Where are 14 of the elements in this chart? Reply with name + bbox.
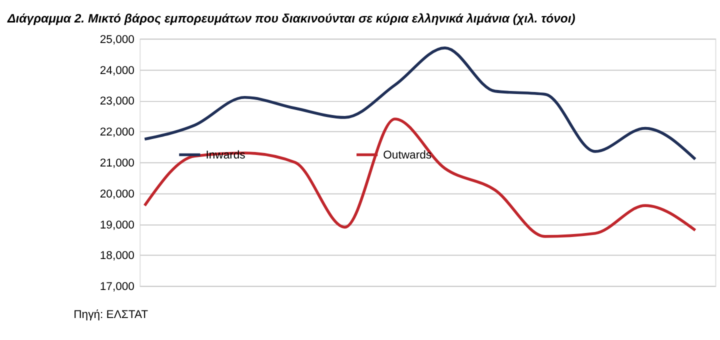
y-tick-label: 25,000 — [100, 34, 134, 46]
y-tick-label: 23,000 — [100, 96, 134, 108]
y-tick-label: 21,000 — [100, 158, 134, 170]
text: Πηγή: ΕΛΣΤΑΤ — [74, 308, 148, 321]
chart-title: Διάγραμμα 2. Μικτό βάρος εμπορευμάτων που διακινούνται σε κύρια ελληνικά λιμάνια (χιλ. τόνοι) — [6, 12, 576, 26]
y-tick-label: 17,000 — [100, 281, 134, 294]
y-tick-label: 20,000 — [100, 188, 134, 200]
y-tick-label: 18,000 — [100, 250, 134, 262]
line-series — [143, 118, 697, 238]
y-tick-label: 24,000 — [100, 64, 134, 77]
line-series — [143, 46, 697, 161]
y-tick-label: 22,000 — [100, 126, 134, 139]
y-tick-label: 19,000 — [100, 219, 134, 232]
legend-label: Outwards — [383, 150, 432, 162]
